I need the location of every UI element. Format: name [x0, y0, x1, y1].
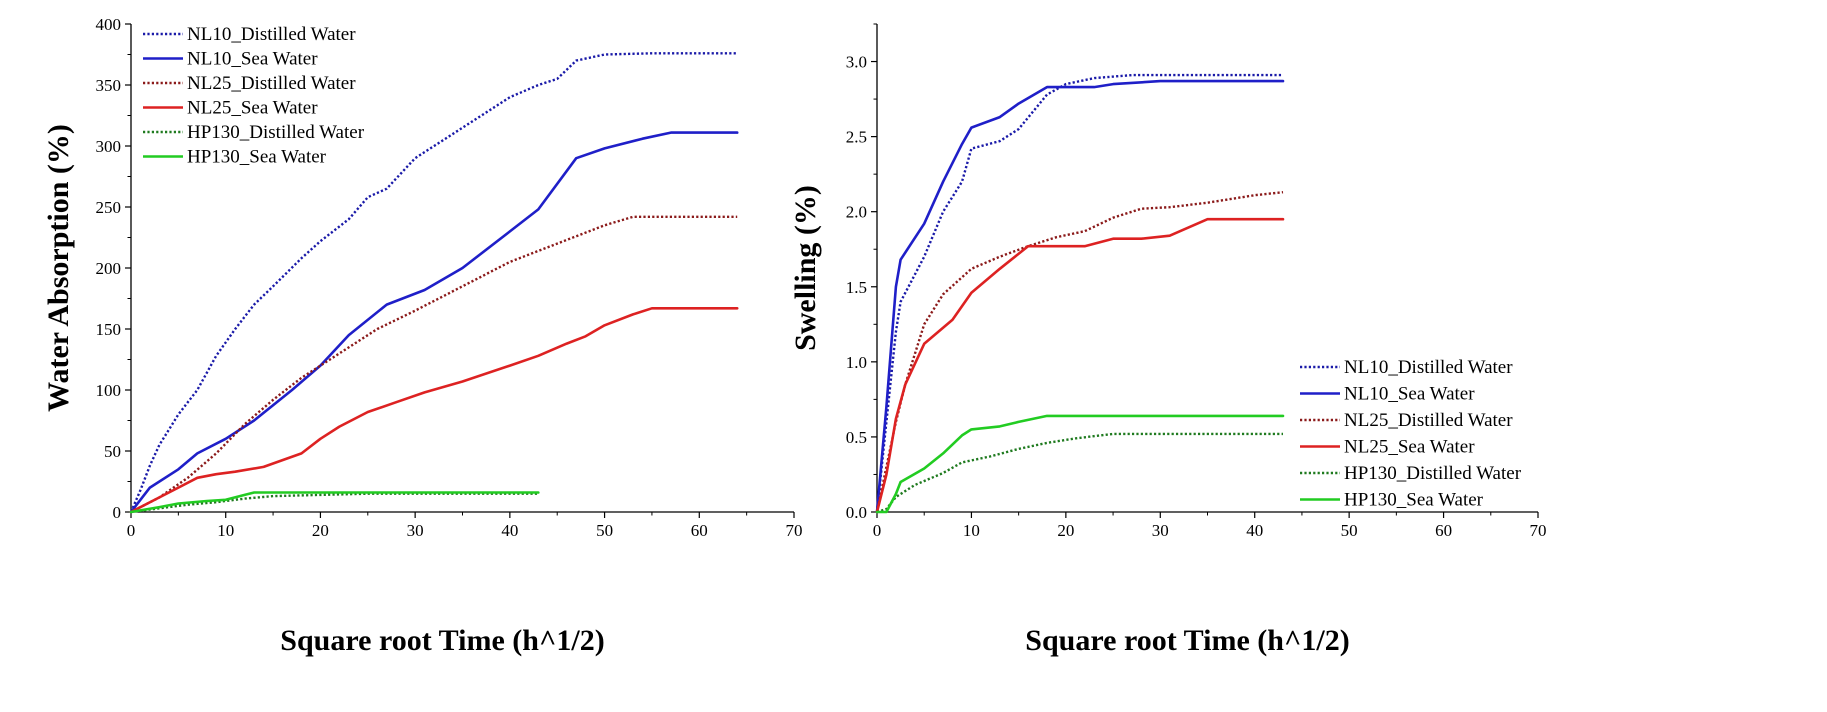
- series-line-hp130-sea-water: [875, 414, 1285, 514]
- x-tick-label: 70: [786, 521, 803, 540]
- x-tick-label: 20: [312, 521, 329, 540]
- y-tick-label: 300: [96, 137, 122, 156]
- y-tick-label: 400: [96, 15, 122, 34]
- legend-label: NL10_Distilled Water: [187, 24, 356, 45]
- y-tick-label: 2.0: [846, 203, 867, 222]
- x-tick-label: 40: [1246, 521, 1263, 540]
- x-axis-title: Square root Time (h^1/2): [1025, 624, 1349, 657]
- x-tick-label: 30: [1152, 521, 1169, 540]
- x-tick-label: 50: [1341, 521, 1358, 540]
- x-tick-label: 60: [691, 521, 708, 540]
- series-line-nl10-sea-water: [129, 131, 739, 514]
- series-line-nl25-sea-water: [875, 217, 1285, 514]
- y-tick-label: 2.5: [846, 128, 867, 147]
- y-tick-label: 0.5: [846, 428, 867, 447]
- y-axis-title: Water Absorption (%): [42, 124, 75, 412]
- y-tick-label: 1.5: [846, 278, 867, 297]
- x-tick-label: 60: [1435, 521, 1452, 540]
- chart-panel-2: 0 10 20 30 40 50 60 70 0.0 0.5 1.0 1.5 2.0 2.5 3.0 Squa…: [789, 23, 1547, 657]
- x-tick-label: 70: [1530, 521, 1547, 540]
- legend-label: NL25_Sea Water: [1344, 437, 1475, 458]
- series-line-hp130-distilled-water: [876, 432, 1283, 514]
- legend-label: HP130_Distilled Water: [187, 122, 365, 143]
- legend-label: NL10_Distilled Water: [1344, 357, 1513, 378]
- x-tick-label: 10: [217, 521, 234, 540]
- series-line-nl25-distilled-water: [130, 215, 738, 514]
- chart-panel-1: 0 10 20 30 40 50 60 70 0 50 100 150 200 250 300 350 400 S…: [42, 15, 803, 657]
- y-tick-label: 0.0: [846, 503, 867, 522]
- series-line-nl10-distilled-water: [875, 73, 1283, 513]
- legend-label: NL25_Distilled Water: [1344, 410, 1513, 431]
- x-tick-label: 10: [963, 521, 980, 540]
- series-line-nl25-sea-water: [129, 306, 739, 514]
- series-line-nl10-distilled-water: [129, 52, 738, 513]
- series-line-nl10-sea-water: [875, 79, 1285, 514]
- legend-label: HP130_Sea Water: [187, 147, 327, 168]
- legend-label: HP130_Sea Water: [1344, 490, 1484, 511]
- x-tick-label: 0: [127, 521, 136, 540]
- y-tick-label: 150: [96, 320, 122, 339]
- series-line-hp130-sea-water: [129, 491, 540, 514]
- legend-label: NL25_Distilled Water: [187, 73, 356, 94]
- x-tick-label: 40: [501, 521, 518, 540]
- legend-label: NL10_Sea Water: [187, 49, 318, 70]
- legend-label: NL25_Sea Water: [187, 98, 318, 119]
- x-tick-label: 20: [1057, 521, 1074, 540]
- y-tick-label: 50: [104, 442, 121, 461]
- y-tick-label: 3.0: [846, 53, 867, 72]
- series-line-nl25-distilled-water: [875, 191, 1284, 513]
- y-tick-label: 100: [96, 381, 122, 400]
- y-tick-label: 350: [96, 76, 122, 95]
- x-tick-label: 50: [596, 521, 613, 540]
- y-tick-label: 1.0: [846, 353, 867, 372]
- legend-label: HP130_Distilled Water: [1344, 463, 1522, 484]
- legend-label: NL10_Sea Water: [1344, 384, 1475, 405]
- y-tick-label: 250: [96, 198, 122, 217]
- y-tick-label: 200: [96, 259, 122, 278]
- y-tick-label: 0: [113, 503, 122, 522]
- x-tick-label: 0: [873, 521, 882, 540]
- y-axis-title: Swelling (%): [789, 185, 822, 351]
- x-axis-title: Square root Time (h^1/2): [280, 624, 604, 657]
- x-tick-label: 30: [407, 521, 424, 540]
